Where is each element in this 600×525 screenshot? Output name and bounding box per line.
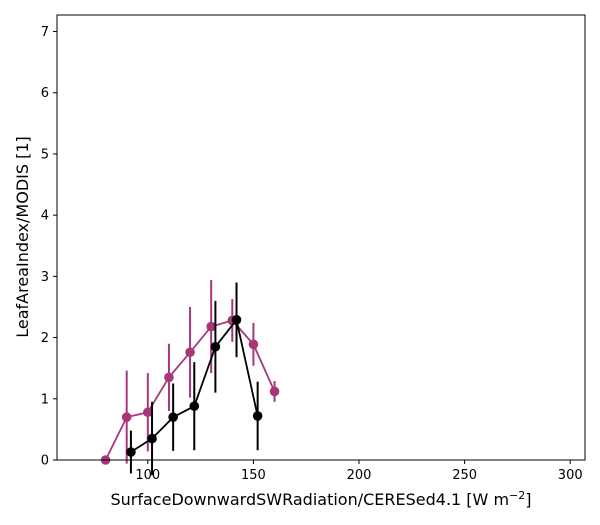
tick-layer: 100 150 200 250 300 0 1 2 3 4 5 6 7 (41, 25, 583, 483)
y-tick-label: 3 (41, 270, 49, 285)
y-tick-label: 4 (41, 209, 49, 224)
y-tick-label: 2 (41, 331, 49, 346)
data-point (121, 412, 132, 422)
data-point (231, 315, 242, 325)
x-tick-label: 150 (241, 468, 266, 483)
y-tick-label: 5 (41, 147, 49, 162)
x-tick-label: 100 (135, 468, 160, 483)
data-point (269, 386, 280, 397)
x-axis-label-exponent: −2 (509, 489, 525, 502)
data-point (252, 411, 263, 421)
data-point (248, 339, 259, 350)
series-layer (100, 280, 280, 476)
data-point (185, 347, 195, 358)
data-point (210, 341, 221, 352)
y-tick-label: 7 (41, 25, 49, 40)
x-tick-label: 250 (452, 468, 477, 483)
data-point (147, 433, 157, 444)
y-axis-label: LeafAreaIndex/MODIS [1] (13, 136, 32, 338)
x-tick-label: 300 (558, 468, 583, 483)
plot-background (57, 15, 585, 460)
data-point (189, 401, 200, 411)
data-point (168, 412, 178, 422)
data-point (206, 321, 216, 332)
y-tick-label: 1 (41, 392, 49, 407)
data-point (164, 372, 174, 383)
y-tick-label: 0 (41, 454, 49, 469)
series-0 (100, 280, 280, 465)
x-axis-label-close: ] (525, 490, 531, 509)
x-axis-label: SurfaceDownwardSWRadiation/CERESed4.1 [W… (110, 489, 531, 509)
x-tick-label: 200 (347, 468, 372, 483)
y-tick-label: 6 (41, 86, 49, 101)
x-axis-label-main: SurfaceDownwardSWRadiation/CERESed4.1 [W… (110, 490, 509, 509)
series-1 (126, 282, 263, 476)
plot-frame (56, 14, 586, 461)
data-point (143, 407, 153, 418)
data-point (126, 447, 136, 457)
